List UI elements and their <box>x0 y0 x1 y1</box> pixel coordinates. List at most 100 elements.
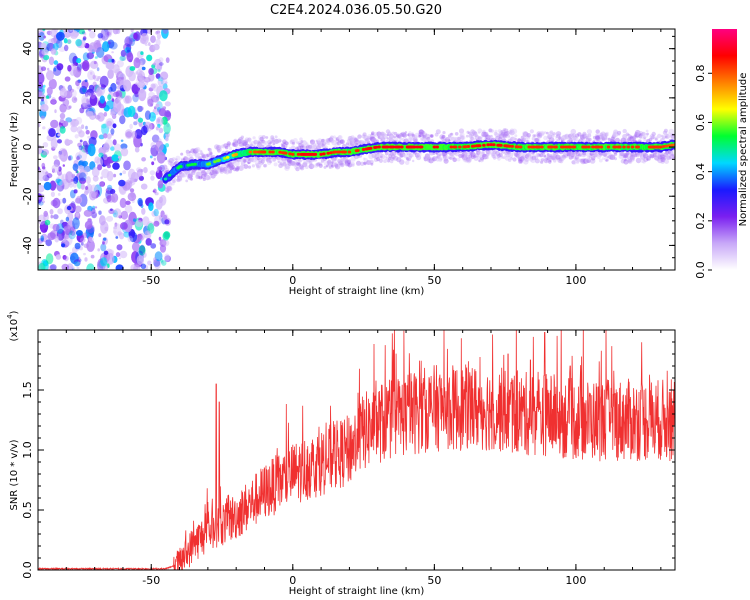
ridge-halo <box>173 177 177 181</box>
noise-blob <box>81 94 89 106</box>
ridge-peak <box>322 152 326 156</box>
noise-blob <box>99 75 109 88</box>
ridge-halo <box>562 154 566 158</box>
ridge-halo <box>316 145 321 151</box>
ridge-halo <box>498 132 503 137</box>
ridge-halo <box>576 158 579 162</box>
noise-blob <box>100 29 109 41</box>
noise-blob <box>156 101 163 111</box>
ridge-halo <box>375 153 381 159</box>
ridge-halo <box>594 133 600 139</box>
noise-blob <box>57 208 63 215</box>
ridge-halo <box>502 133 508 139</box>
ridge-halo <box>427 137 430 140</box>
ridge-halo <box>227 161 233 167</box>
ridge-halo <box>306 144 310 147</box>
ridge-halo <box>452 157 458 163</box>
ridge-halo <box>496 153 501 158</box>
noise-blob <box>149 170 156 176</box>
noise-blob <box>124 204 133 213</box>
noise-blob <box>161 260 165 265</box>
ridge-halo <box>627 133 631 137</box>
ridge-halo <box>225 146 229 150</box>
ridge-halo <box>629 135 633 139</box>
ridge-halo <box>216 171 219 175</box>
ridge-halo <box>428 156 432 161</box>
ridge-halo <box>469 133 473 138</box>
noise-blob <box>135 220 143 227</box>
ridge-halo <box>477 128 483 134</box>
noise-blob <box>111 154 119 162</box>
ridge-peak <box>377 145 381 149</box>
ridge-halo <box>232 141 239 148</box>
ridge-halo <box>226 163 232 169</box>
ridge-halo <box>560 157 565 162</box>
ridge-halo <box>348 136 353 141</box>
noise-blob <box>105 118 114 129</box>
ridge-halo <box>540 158 545 162</box>
ridge-halo <box>491 153 495 158</box>
noise-blob <box>108 208 115 214</box>
ridge-halo <box>407 132 412 137</box>
noise-blob <box>79 237 86 243</box>
noise-blob <box>64 234 73 246</box>
ridge-halo <box>580 158 584 163</box>
ridge-halo <box>429 160 433 164</box>
ridge-halo <box>214 167 218 172</box>
noise-blob <box>50 199 58 207</box>
ridge-halo <box>442 154 447 159</box>
ridge-halo <box>252 136 256 140</box>
ridge-halo <box>164 183 169 187</box>
ridge-halo <box>562 155 567 160</box>
ridge-halo <box>246 159 252 164</box>
noise-blob <box>50 214 54 219</box>
ridge-halo <box>396 157 402 163</box>
ridge-halo <box>583 134 587 138</box>
ridge-halo <box>376 135 380 139</box>
noise-blob <box>151 134 160 143</box>
noise-blob <box>155 73 161 79</box>
ridge-halo <box>514 134 518 138</box>
noise-blob <box>87 143 96 157</box>
ridge-halo <box>510 136 515 142</box>
ridge-halo <box>399 153 404 158</box>
ridge-peak <box>179 165 183 168</box>
ridge-halo <box>628 158 632 163</box>
ridge-halo <box>455 138 458 142</box>
ridge-peak <box>368 146 373 150</box>
ridge-halo <box>617 130 622 135</box>
noise-blob <box>98 134 105 140</box>
ridge-halo <box>646 132 649 136</box>
noise-blob <box>106 195 112 203</box>
ridge-halo <box>217 168 223 173</box>
ridge-halo <box>238 165 244 171</box>
ridge-halo <box>568 133 574 139</box>
ridge-halo <box>172 179 176 183</box>
noise-blob <box>68 155 73 161</box>
noise-blob <box>92 175 99 182</box>
ridge-halo <box>171 157 176 162</box>
ridge-halo <box>622 134 628 139</box>
noise-blob <box>165 143 169 148</box>
noise-blob <box>48 265 57 270</box>
noise-blob <box>147 98 154 107</box>
ridge-halo <box>535 152 540 157</box>
ridge-halo <box>238 158 243 163</box>
ridge-halo <box>350 135 355 140</box>
ridge-halo <box>413 139 418 143</box>
noise-blob <box>113 173 117 178</box>
ridge-halo <box>379 154 386 160</box>
noise-blob <box>73 65 77 71</box>
ridge-halo <box>344 159 350 164</box>
ridge-halo <box>305 165 309 169</box>
ridge-halo <box>234 161 240 167</box>
noise-blob <box>157 118 161 123</box>
ridge-halo <box>547 133 553 140</box>
ridge-halo <box>577 132 582 137</box>
ridge-halo <box>512 157 517 162</box>
noise-blob <box>62 120 69 127</box>
ridge-halo <box>539 153 544 158</box>
ridge-halo <box>200 153 206 158</box>
ridge-halo <box>197 149 201 152</box>
ridge-halo <box>505 152 511 158</box>
